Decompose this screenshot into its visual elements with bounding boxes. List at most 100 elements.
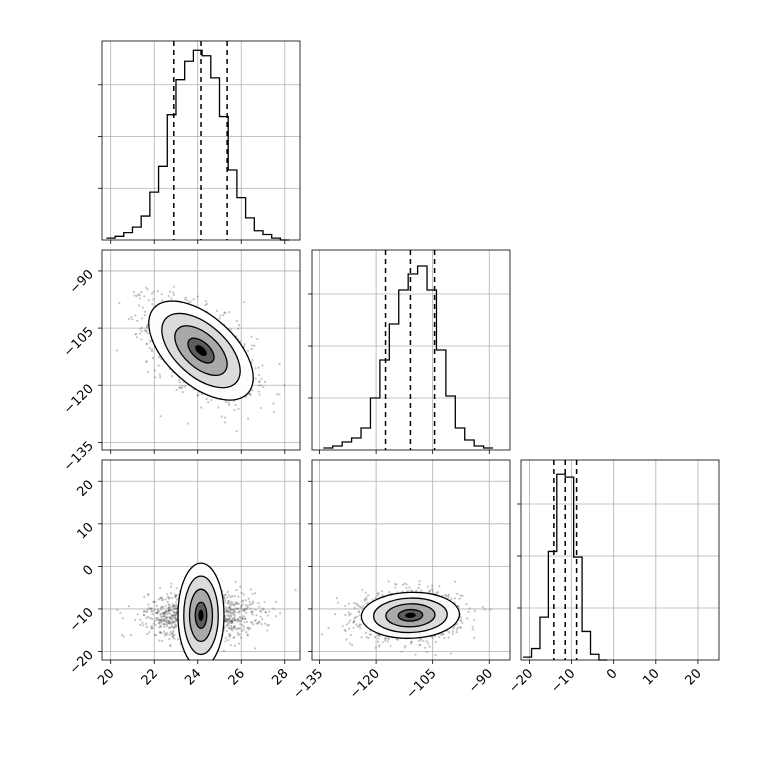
sample-point xyxy=(367,636,370,640)
sample-point xyxy=(224,637,227,640)
sample-point xyxy=(254,377,257,380)
sample-point xyxy=(229,608,232,611)
sample-point xyxy=(233,616,236,619)
sample-point xyxy=(172,604,175,607)
sample-point xyxy=(247,417,250,420)
sample-point xyxy=(150,348,154,351)
sample-point xyxy=(258,393,261,396)
sample-point xyxy=(151,617,154,620)
sample-point xyxy=(226,614,229,617)
sample-point xyxy=(244,617,247,620)
sample-point xyxy=(377,634,380,637)
sample-point xyxy=(425,640,429,643)
sample-point xyxy=(149,340,152,343)
sample-point xyxy=(394,582,397,586)
y-tick-label: 0 xyxy=(80,563,96,579)
sample-point xyxy=(119,611,122,614)
sample-point xyxy=(173,625,176,628)
sample-point xyxy=(158,355,161,359)
x-tick-label: 20 xyxy=(682,666,704,688)
sample-point xyxy=(352,621,355,624)
sample-point xyxy=(217,406,220,409)
sample-point xyxy=(231,595,234,598)
sample-point xyxy=(378,634,381,638)
sample-point xyxy=(251,613,254,616)
sample-point xyxy=(94,285,96,287)
x-tick-label: 0 xyxy=(604,666,620,682)
sample-point xyxy=(294,589,297,592)
sample-point xyxy=(172,629,175,632)
sample-point xyxy=(228,606,231,609)
sample-point xyxy=(229,611,232,615)
sample-point xyxy=(250,588,253,591)
sample-point xyxy=(265,611,268,614)
sample-point xyxy=(264,380,267,384)
sample-point xyxy=(261,618,264,621)
sample-point xyxy=(167,621,170,624)
sample-point xyxy=(473,609,476,613)
sample-point xyxy=(243,343,246,346)
sample-point xyxy=(167,608,170,611)
sample-point xyxy=(377,637,380,640)
sample-point xyxy=(150,627,153,630)
sample-point xyxy=(163,612,166,616)
sample-point xyxy=(135,294,138,298)
sample-point xyxy=(254,367,257,370)
sample-point xyxy=(263,600,266,604)
sample-point xyxy=(251,610,254,613)
sample-point xyxy=(259,610,263,613)
sample-point xyxy=(234,601,237,604)
sample-point xyxy=(174,614,178,617)
sample-point xyxy=(226,609,229,612)
sample-point xyxy=(255,614,258,617)
x-tick-label: −120 xyxy=(347,666,383,702)
sample-point xyxy=(272,402,275,405)
sample-point xyxy=(243,609,246,613)
sample-point xyxy=(243,615,246,618)
sample-point xyxy=(374,646,377,649)
sample-point xyxy=(408,586,411,589)
sample-point xyxy=(144,330,148,333)
sample-point xyxy=(402,583,405,587)
sample-point xyxy=(226,620,229,623)
sample-point xyxy=(168,290,172,293)
sample-point xyxy=(455,631,458,634)
sample-point xyxy=(159,612,163,615)
sample-point xyxy=(376,640,380,643)
sample-point xyxy=(155,618,158,621)
sample-point xyxy=(154,633,158,637)
sample-point xyxy=(167,597,171,600)
pair-content xyxy=(94,250,300,450)
sample-point xyxy=(232,626,235,629)
sample-point xyxy=(175,612,178,615)
sample-point xyxy=(439,633,443,636)
sample-point xyxy=(243,608,247,611)
sample-point xyxy=(250,610,253,613)
sample-point xyxy=(162,619,165,622)
sample-point xyxy=(175,598,179,601)
sample-point xyxy=(240,591,243,595)
sample-point xyxy=(267,623,270,627)
sample-point xyxy=(246,605,249,608)
sample-point xyxy=(174,617,177,621)
sample-point xyxy=(225,624,228,627)
sample-point xyxy=(410,589,413,592)
sample-point xyxy=(228,635,231,638)
sample-point xyxy=(224,618,227,621)
sample-point xyxy=(152,600,155,604)
sample-point xyxy=(174,594,178,598)
sample-point xyxy=(164,619,167,622)
sample-point xyxy=(406,589,409,592)
sample-point xyxy=(157,609,160,613)
sample-point xyxy=(258,380,261,383)
hist-step-1 xyxy=(323,265,494,449)
sample-point xyxy=(349,642,352,645)
sample-point xyxy=(174,615,177,619)
sample-point xyxy=(250,603,253,606)
sample-point xyxy=(223,601,227,604)
sample-point xyxy=(261,607,264,610)
sample-point xyxy=(174,613,177,616)
sample-point xyxy=(168,610,171,613)
sample-point xyxy=(241,617,244,620)
sample-point xyxy=(230,621,233,625)
